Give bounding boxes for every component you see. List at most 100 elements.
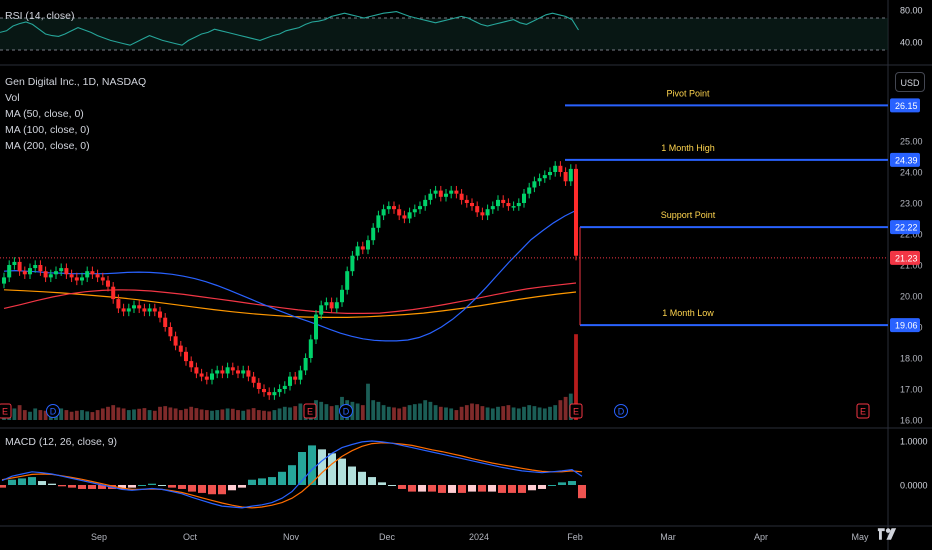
candle-body [371,227,376,241]
macd-line [1,440,583,509]
candle-body [210,373,214,380]
candle-body [95,274,100,278]
macd-histogram-bar [518,485,526,493]
dividend-marker [46,404,60,418]
candle-body [184,351,188,362]
volume-bar [542,408,547,420]
candle-body [241,370,246,374]
candle-body [7,265,12,278]
macd-histogram-bar [328,453,336,485]
volume-bar [210,410,214,420]
candle-body [407,212,412,219]
level-price-badge [890,98,920,113]
candle-body [2,277,6,284]
macd-histogram-bar [48,483,56,485]
candle-body [137,305,142,309]
candle-body [298,370,303,380]
time-tick-label: 2024 [469,532,489,542]
candle-body [194,367,199,374]
macd-histogram-bar [358,471,366,485]
candle-body [90,271,95,275]
volume-bar [392,407,396,420]
volume-bar [438,406,443,420]
candle-body [386,206,391,210]
volume-bar [241,410,246,420]
volume-bar [527,405,532,420]
volume-bar [22,410,27,420]
candle-body [496,199,500,207]
candle-body [324,302,329,306]
volume-bar [418,403,422,420]
volume-bar [17,405,22,420]
volume-bar [371,400,376,420]
macd-histogram-bar [278,471,286,485]
candle-body [178,345,183,352]
volume-legend[interactable]: Vol [5,92,20,104]
volume-bar [381,405,386,420]
volume-bar [189,406,194,420]
candle-body [537,178,542,182]
candle-body [350,255,355,272]
volume-bar [516,408,521,420]
ma50-legend[interactable]: MA (50, close, 0) [5,108,84,120]
volume-bar [137,408,142,420]
candle-body [33,265,38,269]
candle-body [459,193,464,200]
macd-histogram-bar [548,485,556,486]
volume-bar [184,408,188,420]
candle-body [28,268,32,275]
volume-bar [100,408,105,420]
volume-bar [412,404,417,420]
volume-bar [449,408,454,420]
candle-body [563,172,568,182]
volume-bar [111,405,116,420]
candle-body [158,311,162,318]
level-label: Pivot Point [666,88,710,98]
dividend-marker [614,404,628,418]
candle-body [168,327,173,337]
price-tick-label: 24.00 [900,168,923,178]
volume-bar [132,409,136,420]
currency-button[interactable]: USD [895,72,925,92]
ma100-line [3,282,577,314]
macd-histogram-bar [528,485,536,491]
candle-body [54,271,58,275]
ma100-legend[interactable]: MA (100, close, 0) [5,124,90,136]
candle-body [48,274,53,278]
volume-bar [230,408,235,420]
volume-bar [178,410,183,420]
macd-histogram-bar [58,485,66,487]
volume-bar [147,410,152,420]
dividend-marker [339,404,353,418]
last-price-label: 21.23 [895,253,918,263]
ma200-legend[interactable]: MA (200, close, 0) [5,140,90,152]
macd-histogram-bar [448,485,456,493]
volume-bar [423,400,428,420]
macd-histogram-bar [538,485,546,489]
candle-body [542,175,547,179]
macd-histogram-bar [38,481,46,485]
volume-bar [85,411,90,420]
candle-body [303,358,308,371]
symbol-legend[interactable]: Gen Digital Inc., 1D, NASDAQ [5,76,147,88]
candle-body [418,206,422,210]
candle-body [366,240,370,250]
volume-bar [355,403,360,420]
ma200-line [3,289,577,318]
macd-legend[interactable]: MACD (12, 26, close, 9) [5,436,118,448]
volume-bar [220,409,225,420]
candle-body [17,261,22,272]
candle-body [532,181,537,188]
macd-histogram-bar [188,485,196,492]
volume-bar [386,406,391,420]
volume-bar [168,407,173,420]
candle-body [225,367,230,374]
volume-bar [548,406,552,420]
volume-bar [464,405,469,420]
macd-histogram-bar [268,477,276,485]
time-tick-label: Dec [379,532,396,542]
candle-body [111,286,116,300]
price-tick-label: 16.00 [900,416,923,426]
candle-body [152,308,157,312]
